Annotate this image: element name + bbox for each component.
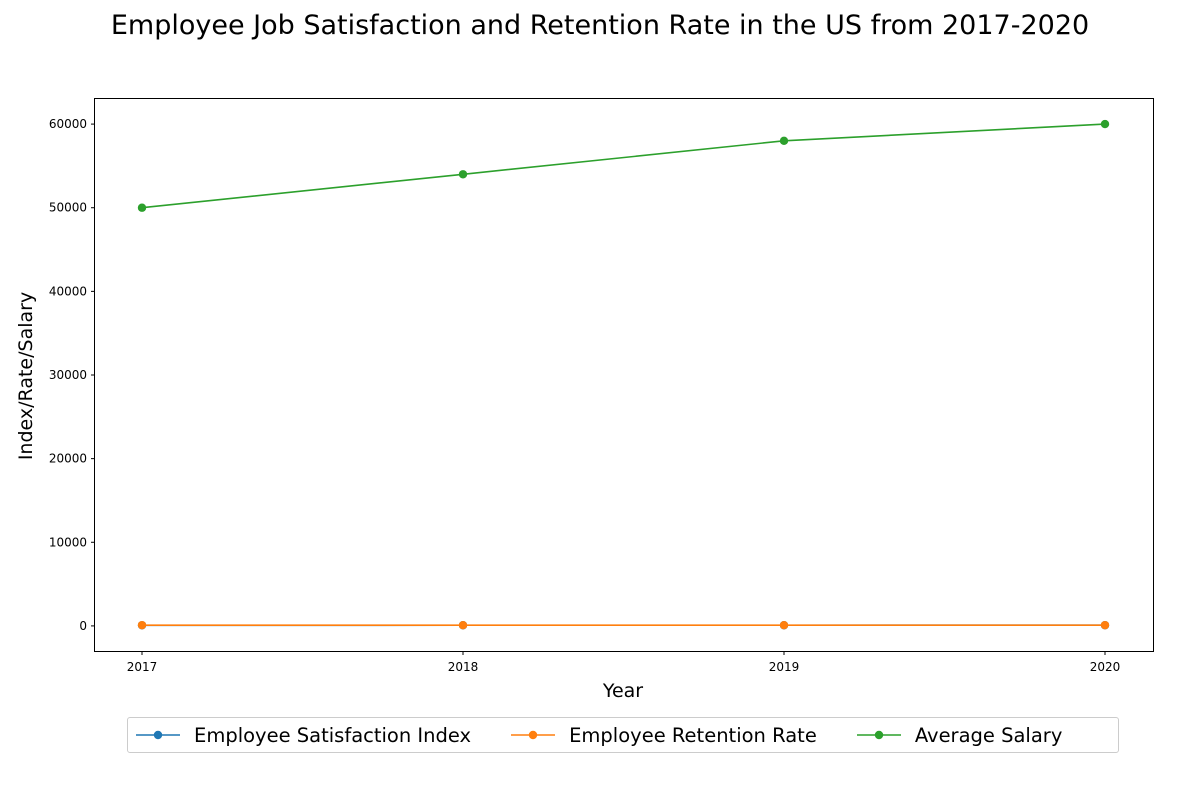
y-tick-label: 30000 xyxy=(49,368,87,382)
y-tick-label: 60000 xyxy=(49,117,87,131)
legend: Employee Satisfaction Index Employee Rete… xyxy=(127,717,1119,753)
legend-label: Employee Satisfaction Index xyxy=(194,723,472,747)
series-employee-retention-rate xyxy=(137,620,1110,630)
legend-item: Employee Satisfaction Index xyxy=(136,724,471,747)
plot-frame xyxy=(94,98,1154,652)
chart-title: Employee Job Satisfaction and Retention … xyxy=(110,10,1090,41)
y-tick-label: 50000 xyxy=(49,201,87,215)
x-tick-label: 2017 xyxy=(127,660,158,674)
y-tick-label: 20000 xyxy=(49,452,87,466)
x-tick-label: 2019 xyxy=(769,660,800,674)
y-tick-label: 10000 xyxy=(49,535,87,549)
x-tick-label: 2018 xyxy=(448,660,479,674)
y-tick-label: 40000 xyxy=(49,284,87,298)
data-point xyxy=(1100,620,1110,630)
x-tick-label: 2020 xyxy=(1090,660,1121,674)
data-point xyxy=(137,620,147,630)
y-axis-label: Index/Rate/Salary xyxy=(15,292,37,460)
legend-swatch xyxy=(136,730,180,740)
data-point xyxy=(779,136,789,146)
data-point xyxy=(137,203,147,212)
legend-swatch xyxy=(856,730,901,740)
series-line xyxy=(141,123,1106,209)
y-tick-label: 0 xyxy=(79,619,87,633)
x-axis-label: Year xyxy=(602,680,643,702)
series-layer xyxy=(137,119,1110,630)
legend-label: Average Salary xyxy=(914,723,1063,747)
series-average-salary xyxy=(137,119,1110,212)
legend-label: Employee Retention Rate xyxy=(569,723,817,747)
legend-item: Employee Retention Rate xyxy=(511,724,817,747)
data-point xyxy=(1100,119,1110,129)
legend-item: Average Salary xyxy=(856,723,1063,747)
data-point xyxy=(458,620,468,630)
data-point xyxy=(779,620,789,630)
legend-swatch xyxy=(511,730,556,740)
data-point xyxy=(458,170,468,179)
axes: 2017 2018 2019 2020 0 10000 20000 30000 40000 500… xyxy=(49,117,1120,674)
